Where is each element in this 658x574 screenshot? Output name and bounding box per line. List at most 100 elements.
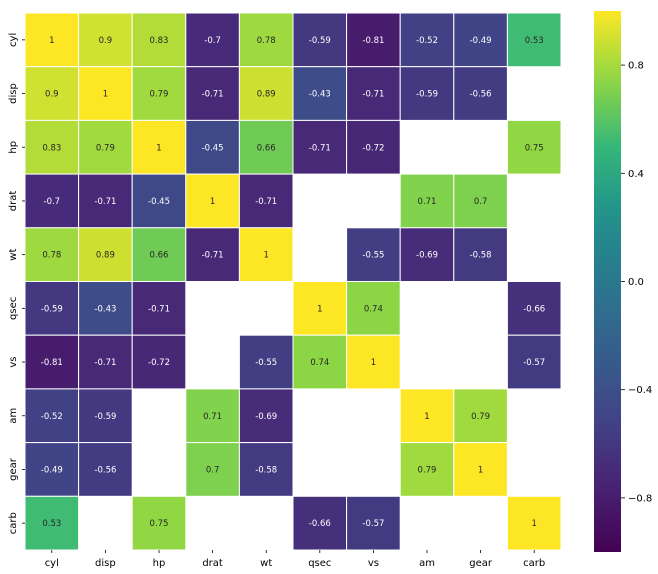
heatmap-cell-disp-disp [78,66,133,121]
x-axis-ticks: cyl disp hp drat wt qsec vs am gear carb [45,550,545,569]
heatmap-cell-vs-carb [506,334,562,390]
y-tick-label-vs: vs [8,356,19,367]
y-tick-label-carb: carb [8,512,19,534]
cell-value-drat-disp: -0.71 [94,197,116,207]
heatmap-cell-gear-disp [78,442,133,497]
cell-value-cyl-gear: -0.49 [470,36,492,46]
cell-value-carb-qsec: -0.66 [309,519,331,529]
y-tick-label-drat: drat [8,191,19,212]
cell-value-qsec-hp: -0.71 [148,304,170,314]
cell-value-disp-hp: 0.79 [150,90,169,100]
heatmap-cell-cyl-am [399,12,455,68]
y-tick-label-am: am [8,408,19,424]
cell-value-gear-drat: 0.7 [206,465,220,475]
y-tick-label-cyl: cyl [8,33,19,47]
x-tick-label-cyl: cyl [45,558,59,569]
heatmap-cell-disp-vs [346,66,401,121]
heatmap-cell-am-cyl [24,388,80,444]
y-tick-label-gear: gear [8,457,19,481]
x-tick-label-hp: hp [153,558,166,569]
cell-value-cyl-am: -0.52 [416,36,438,46]
heatmap-cell-vs-disp [78,334,133,390]
cell-value-hp-qsec: -0.71 [309,143,331,153]
cell-value-qsec-vs: 0.74 [364,304,383,314]
colorbar-tick-label-3: −0.4 [628,385,652,396]
heatmap-cell-drat-disp [78,173,133,229]
x-tick-label-carb: carb [523,558,545,569]
cell-value-gear-cyl: -0.49 [41,465,63,475]
cell-value-disp-vs: -0.71 [362,90,384,100]
heatmap-cell-hp-vs [346,119,401,175]
cell-value-disp-drat: -0.71 [202,90,224,100]
cell-value-wt-hp: 0.66 [150,251,169,261]
heatmap-cell-hp-qsec [292,119,348,175]
cell-value-wt-cyl: 0.78 [42,251,61,261]
cell-value-vs-qsec: 0.74 [310,358,329,368]
heatmap-cell-carb-carb [506,495,562,551]
heatmap-cell-qsec-cyl [24,281,80,336]
heatmap-cell-wt-gear [453,227,508,283]
heatmap-cell-vs-vs [346,334,401,390]
heatmap-cell-vs-hp [131,334,187,390]
heatmap-cell-qsec-carb [506,281,562,336]
cell-value-cyl-qsec: -0.59 [309,36,331,46]
cell-value-drat-wt: -0.71 [255,197,277,207]
y-axis-ticks: cyl disp hp drat wt qsec vs am gear carb [8,33,25,534]
cell-value-carb-hp: 0.75 [150,519,169,529]
cell-value-wt-vs: -0.55 [362,251,384,261]
colorbar-tick-label-2: 0.0 [628,277,644,288]
cell-value-disp-qsec: -0.43 [309,90,331,100]
heatmap-cells: 1 0.9 0.83 -0.7 0.78 -0.59 -0.81 -0.52 -0.49 0.53… [24,12,562,551]
heatmap-cell-hp-hp [131,119,187,175]
heatmap-cell-qsec-qsec [292,281,348,336]
heatmap-cell-gear-wt [238,442,294,497]
cell-value-cyl-wt: 0.78 [257,36,276,46]
y-tick-label-qsec: qsec [8,297,19,320]
heatmap-cell-drat-drat [185,173,240,229]
heatmap-cell-vs-qsec [292,334,348,390]
cell-value-disp-disp: 1 [103,90,108,100]
heatmap-cell-disp-drat [185,66,240,121]
heatmap-cell-carb-qsec [292,495,348,551]
cell-value-wt-gear: -0.58 [470,251,492,261]
cell-value-carb-carb: 1 [531,519,536,529]
cell-value-vs-disp: -0.71 [94,358,116,368]
cell-value-am-wt: -0.69 [255,412,277,422]
colorbar: 0.8 0.4 0.0 −0.4 −0.8 [594,11,652,552]
heatmap-cell-disp-qsec [292,66,348,121]
cell-value-drat-gear: 0.7 [474,197,488,207]
cell-value-cyl-hp: 0.83 [150,36,169,46]
heatmap-cell-hp-cyl [24,119,80,175]
cell-value-cyl-drat: -0.7 [204,36,221,46]
cell-value-gear-wt: -0.58 [255,465,277,475]
heatmap-cell-wt-am [399,227,455,283]
cell-value-cyl-disp: 0.9 [99,36,113,46]
x-tick-label-wt: wt [260,558,272,569]
heatmap-cell-gear-gear [453,442,508,497]
cell-value-wt-disp: 0.89 [96,251,115,261]
heatmap-cell-wt-drat [185,227,240,283]
cell-value-carb-cyl: 0.53 [42,519,61,529]
cell-value-am-disp: -0.59 [94,412,116,422]
y-tick-label-wt: wt [8,249,19,261]
colorbar-tick-label-1: 0.4 [628,169,644,180]
cell-value-cyl-vs: -0.81 [362,36,384,46]
cell-value-disp-cyl: 0.9 [45,90,59,100]
heatmap-cell-carb-cyl [24,495,80,551]
x-tick-label-am: am [419,558,435,569]
heatmap-cell-hp-disp [78,119,133,175]
cell-value-wt-wt: 1 [263,251,268,261]
cell-value-disp-gear: -0.56 [470,90,492,100]
cell-value-cyl-carb: 0.53 [525,36,544,46]
cell-value-hp-vs: -0.72 [362,143,384,153]
cell-value-vs-carb: -0.57 [523,358,545,368]
cell-value-am-gear: 0.79 [471,412,490,422]
x-tick-label-drat: drat [202,558,223,569]
cell-value-hp-wt: 0.66 [257,143,276,153]
heatmap-cell-cyl-hp [131,12,187,68]
cell-value-am-cyl: -0.52 [41,412,63,422]
heatmap-cell-wt-wt [238,227,294,283]
cell-value-hp-hp: 1 [156,143,161,153]
cell-value-drat-am: 0.71 [418,197,437,207]
